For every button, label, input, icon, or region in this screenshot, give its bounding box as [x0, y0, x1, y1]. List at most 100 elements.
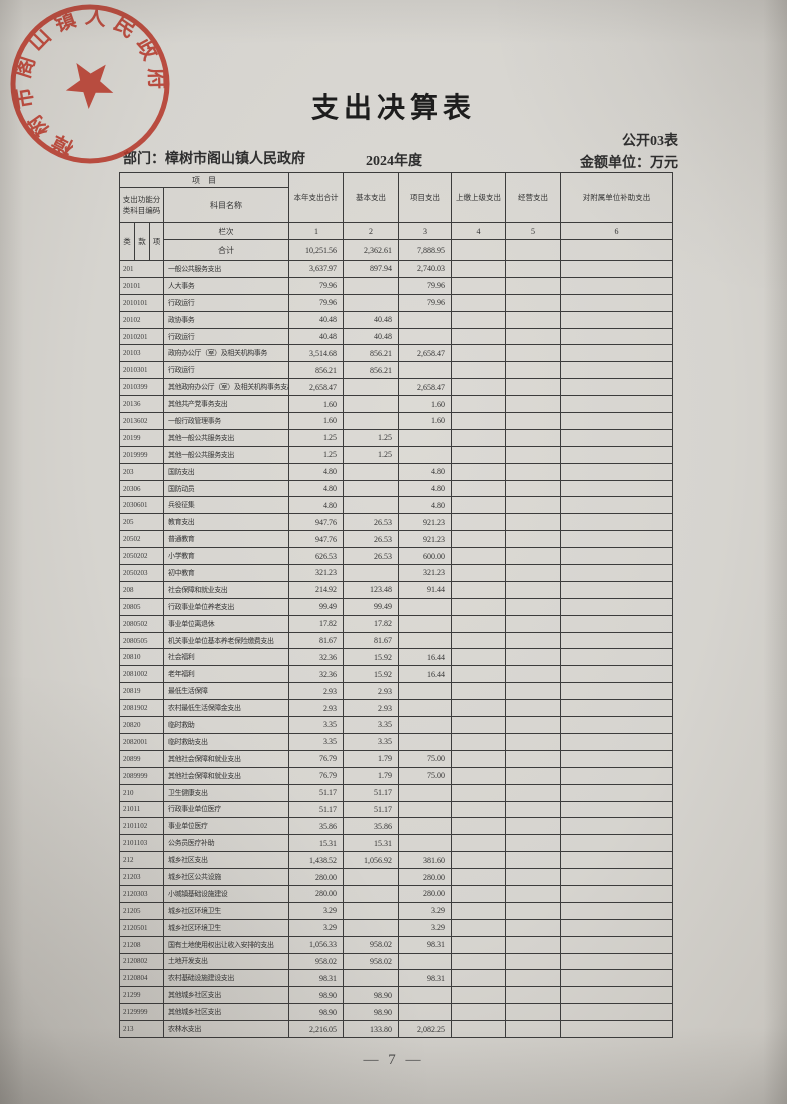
row-subsidy	[560, 1003, 673, 1022]
row-total: 35.86	[288, 817, 344, 836]
row-operating	[505, 260, 561, 278]
public-table-label: 公开03表	[622, 134, 678, 149]
row-subject-name: 其他社会保障和就业支出	[163, 766, 289, 785]
row-operating	[505, 884, 561, 903]
row-total: 2.93	[288, 699, 344, 718]
row-upper	[451, 766, 506, 785]
row-operating	[505, 513, 561, 532]
row-project	[398, 1003, 452, 1022]
row-subject-name: 其他一般公共服务支出	[163, 445, 289, 464]
row-code: 21208	[119, 935, 164, 954]
row-subsidy	[560, 716, 673, 734]
header-col-basic: 基本支出	[343, 172, 399, 223]
row-basic: 3.35	[343, 732, 399, 751]
row-code: 2030601	[119, 496, 164, 515]
row-operating	[505, 749, 561, 768]
row-operating	[505, 445, 561, 464]
row-upper	[451, 783, 506, 802]
header-subcol-section: 款	[134, 222, 150, 261]
row-upper	[451, 868, 506, 886]
row-subsidy	[560, 766, 673, 785]
row-total: 3,637.97	[288, 260, 344, 278]
row-code: 20899	[119, 749, 164, 768]
table-row: 205 教育支出 947.76 26.53 921.23	[119, 513, 673, 532]
row-upper	[451, 884, 506, 903]
table-row: 203 国防支出 4.80 4.80	[119, 462, 673, 481]
department-label: 部门：樟树市阁山镇人民政府	[123, 152, 305, 167]
row-operating	[505, 935, 561, 954]
row-total: 40.48	[288, 310, 344, 329]
row-operating	[505, 952, 561, 971]
row-upper	[451, 716, 506, 734]
row-project: 2,740.03	[398, 260, 452, 278]
row-total: 1,056.33	[288, 935, 344, 954]
row-project	[398, 817, 452, 836]
row-subsidy	[560, 834, 673, 853]
header-colnum-4: 4	[451, 222, 506, 240]
row-operating	[505, 732, 561, 751]
row-upper	[451, 260, 506, 278]
row-subsidy	[560, 597, 673, 616]
row-project: 921.23	[398, 530, 452, 549]
row-operating	[505, 918, 561, 937]
row-subject-name: 其他社会保障和就业支出	[163, 749, 289, 768]
row-subject-name: 小城镇基础设施建设	[163, 884, 289, 903]
row-operating	[505, 986, 561, 1005]
header-col-project: 项目支出	[398, 172, 452, 223]
row-project: 4.80	[398, 462, 452, 481]
table-row: 2120501 城乡社区环境卫生 3.29 3.29	[119, 918, 673, 937]
table-row: 212 城乡社区支出 1,438.52 1,056.92 381.60	[119, 851, 673, 870]
row-code: 20810	[119, 648, 164, 667]
seal-star-icon	[65, 63, 114, 109]
row-upper	[451, 412, 506, 430]
row-code: 20805	[119, 597, 164, 616]
row-code: 2080505	[119, 631, 164, 650]
table-row: 21011 行政事业单位医疗 51.17 51.17	[119, 800, 673, 819]
row-operating	[505, 310, 561, 329]
total-row: 合计 10,251.56 2,362.61 7,888.95	[120, 239, 673, 261]
row-total: 98.90	[288, 1003, 344, 1022]
row-subsidy	[560, 327, 673, 346]
row-operating	[505, 817, 561, 836]
row-code: 20103	[119, 344, 164, 363]
row-project: 921.23	[398, 513, 452, 532]
seal-ring	[10, 4, 170, 164]
row-basic	[343, 412, 399, 430]
row-total: 1.60	[288, 412, 344, 430]
table-row: 21203 城乡社区公共设施 280.00 280.00	[119, 868, 673, 886]
row-subsidy	[560, 800, 673, 819]
row-subject-name: 公务员医疗补助	[163, 834, 289, 853]
row-project: 3.29	[398, 918, 452, 937]
row-basic	[343, 479, 399, 498]
table-row: 2101102 事业单位医疗 35.86 35.86	[119, 817, 673, 836]
row-operating	[505, 1003, 561, 1022]
row-subsidy	[560, 817, 673, 836]
table-row: 2081002 老年福利 32.36 15.92 16.44	[119, 665, 673, 684]
row-project: 79.96	[398, 276, 452, 295]
row-subsidy	[560, 851, 673, 870]
row-subject-name: 教育支出	[163, 513, 289, 532]
row-subject-name: 社会保障和就业支出	[163, 580, 289, 599]
row-subject-name: 事业单位离退休	[163, 614, 289, 633]
row-upper	[451, 597, 506, 616]
row-basic	[343, 969, 399, 988]
row-basic: 99.49	[343, 597, 399, 616]
total-value-4	[451, 239, 506, 261]
row-basic: 98.90	[343, 986, 399, 1005]
table-row: 2129999 其他城乡社区支出 98.90 98.90	[119, 1003, 673, 1022]
row-subsidy	[560, 496, 673, 515]
row-basic: 35.86	[343, 817, 399, 836]
row-subsidy	[560, 344, 673, 363]
row-subject-name: 社会福利	[163, 648, 289, 667]
row-code: 20136	[119, 395, 164, 414]
row-upper	[451, 496, 506, 515]
row-operating	[505, 783, 561, 802]
row-subject-name: 城乡社区环境卫生	[163, 901, 289, 920]
row-subsidy	[560, 935, 673, 954]
row-project: 16.44	[398, 665, 452, 684]
row-project: 79.96	[398, 293, 452, 312]
row-upper	[451, 310, 506, 329]
row-basic: 26.53	[343, 530, 399, 549]
row-code: 2120802	[119, 952, 164, 971]
row-subject-name: 国有土地使用权出让收入安排的支出	[163, 935, 289, 954]
